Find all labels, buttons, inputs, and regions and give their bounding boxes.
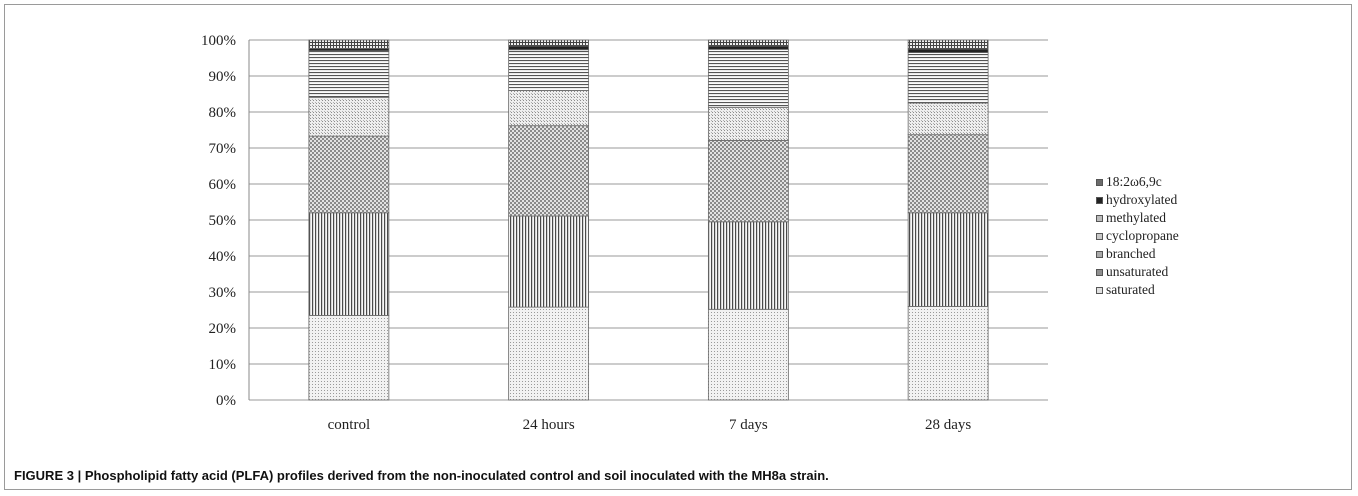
bar-segment-cyclopropane [907, 102, 989, 136]
y-tick-label: 90% [209, 69, 237, 85]
bar-segment-branched [508, 125, 590, 217]
y-tick-label: 50% [209, 213, 237, 229]
bar-segment-18-2-6-9c [308, 39, 390, 50]
bar-segment-saturated [907, 305, 989, 401]
bar-segment-methylated [707, 48, 789, 108]
figure-caption: FIGURE 3 | Phospholipid fatty acid (PLFA… [14, 468, 829, 483]
bar-segment-cyclopropane [308, 97, 390, 137]
bar-segment-methylated [308, 50, 390, 98]
x-tick-label: 7 days [729, 417, 768, 433]
legend: 18:2ω6,9c hydroxylated methylated cycloprop… [1096, 173, 1179, 299]
legend-item: unsaturated [1096, 263, 1179, 281]
legend-label: methylated [1106, 210, 1166, 225]
bar-segment-methylated [508, 49, 590, 91]
legend-item: 18:2ω6,9c [1096, 173, 1179, 191]
legend-label: hydroxylated [1106, 192, 1178, 207]
bar-segment-saturated [707, 308, 789, 401]
x-tick-label: 28 days [925, 417, 971, 433]
legend-swatch [1096, 214, 1103, 222]
y-tick-label: 80% [209, 105, 237, 121]
y-tick-label: 40% [209, 249, 237, 265]
y-axis-ticks: 0% 10% 20% 30% 40% 50% 60% 70% 80% 90% 100% [201, 33, 236, 409]
y-tick-label: 0% [216, 393, 236, 409]
bar-segment-18-2-6-9c [508, 39, 590, 47]
bar-segment-saturated [308, 314, 390, 401]
legend-item: hydroxylated [1096, 191, 1179, 209]
bar-segment-branched [308, 135, 390, 214]
y-tick-label: 30% [209, 285, 237, 301]
y-tick-label: 70% [209, 141, 237, 157]
x-tick-label: 24 hours [523, 417, 575, 433]
legend-label: 18:2ω6,9c [1106, 174, 1162, 189]
bar-segment-unsaturated [308, 212, 390, 316]
bar-segment-cyclopropane [508, 90, 590, 127]
legend-swatch [1096, 268, 1103, 276]
y-tick-label: 10% [209, 357, 237, 373]
legend-label: cyclopropane [1106, 228, 1179, 243]
bar-segment-hydroxylated [508, 45, 590, 51]
bars [308, 39, 989, 401]
legend-item: cyclopropane [1096, 227, 1179, 245]
bar-segment-unsaturated [907, 212, 989, 307]
bar-segment-methylated [907, 52, 989, 104]
legend-swatch [1096, 178, 1103, 186]
bar-segment-unsaturated [508, 215, 590, 308]
bar-segment-18-2-6-9c [707, 39, 789, 47]
legend-label: saturated [1106, 282, 1155, 297]
bar-segment-hydroxylated [707, 45, 789, 50]
legend-item: methylated [1096, 209, 1179, 227]
legend-label: unsaturated [1106, 264, 1169, 279]
bar-segment-branched [907, 134, 989, 214]
bar-segment-saturated [508, 306, 590, 401]
bar-segment-cyclopropane [707, 106, 789, 141]
y-tick-label: 20% [209, 321, 237, 337]
x-tick-label: control [328, 417, 371, 433]
y-tick-label: 60% [209, 177, 237, 193]
bar-segment-unsaturated [707, 221, 789, 310]
legend-item: branched [1096, 245, 1179, 263]
legend-label: branched [1106, 246, 1156, 261]
legend-swatch [1096, 250, 1103, 258]
bar-segment-branched [707, 140, 789, 223]
bar-segment-18-2-6-9c [907, 39, 989, 50]
y-tick-label: 100% [201, 33, 236, 49]
legend-swatch [1096, 232, 1103, 240]
legend-item: saturated [1096, 281, 1179, 299]
bar-segment-hydroxylated [907, 48, 989, 53]
figure-frame [4, 4, 1352, 490]
x-axis-labels: control 24 hours 7 days 28 days [328, 417, 972, 433]
legend-swatch [1096, 286, 1103, 294]
legend-swatch [1096, 196, 1103, 204]
